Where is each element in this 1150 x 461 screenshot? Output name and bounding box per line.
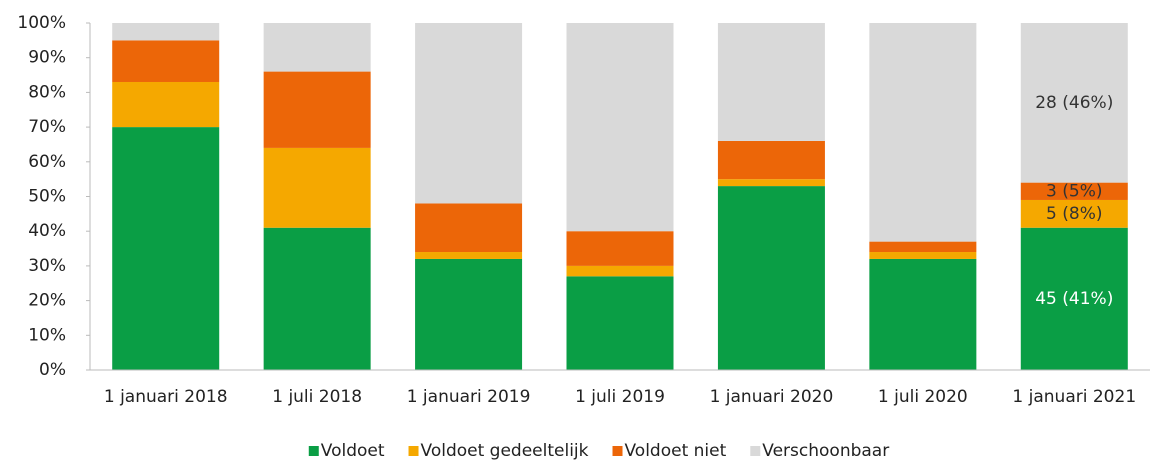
- legend-swatch: [750, 446, 761, 456]
- data-label: 5 (8%): [1046, 204, 1102, 224]
- y-tick-label: 70%: [28, 117, 66, 137]
- bar-segment: [263, 71, 371, 148]
- bar-segment: [112, 81, 220, 128]
- x-tick-label: 1 januari 2020: [710, 387, 834, 407]
- bar-segment: [869, 241, 977, 253]
- x-tick-label: 1 januari 2021: [1012, 387, 1136, 407]
- y-tick-label: 80%: [28, 82, 66, 102]
- x-tick-label: 1 juli 2020: [878, 387, 968, 407]
- bar-segment: [415, 258, 523, 370]
- bar-segment: [263, 147, 371, 228]
- bar-segment: [869, 23, 977, 242]
- legend-label: Voldoet gedeeltelijk: [421, 441, 589, 461]
- data-label: 45 (41%): [1035, 289, 1113, 309]
- legend-swatch: [308, 446, 319, 456]
- bar-segment: [717, 186, 825, 370]
- bar-segment: [566, 23, 674, 232]
- y-tick-label: 50%: [28, 187, 66, 207]
- bar-segment: [717, 140, 825, 180]
- bar-segment: [1020, 199, 1128, 228]
- x-tick-label: 1 juli 2018: [272, 387, 362, 407]
- y-tick-label: 30%: [28, 256, 66, 276]
- data-label: 3 (5%): [1046, 181, 1102, 201]
- x-tick-label: 1 juli 2019: [575, 387, 665, 407]
- bar-segment: [263, 23, 371, 72]
- y-tick-label: 20%: [28, 291, 66, 311]
- bar-segment: [566, 265, 674, 277]
- bar-segment: [112, 127, 220, 370]
- bar-segment: [717, 23, 825, 141]
- bar-segment: [1020, 23, 1128, 183]
- y-tick-label: 40%: [28, 221, 66, 241]
- bar-segment: [869, 258, 977, 370]
- x-tick-label: 1 januari 2018: [104, 387, 228, 407]
- data-label: 28 (46%): [1035, 93, 1113, 113]
- bar-segment: [566, 231, 674, 266]
- bar-segment: [1020, 227, 1128, 370]
- y-tick-label: 60%: [28, 152, 66, 172]
- y-tick-label: 90%: [28, 48, 66, 68]
- bar-segment: [415, 203, 523, 253]
- bar-segment: [112, 40, 220, 82]
- bar-segment: [415, 252, 523, 259]
- bar-segment: [415, 23, 523, 204]
- bar-segment: [566, 276, 674, 370]
- y-tick-label: 100%: [17, 13, 66, 33]
- bar-segment: [263, 227, 371, 370]
- y-tick-label: 0%: [39, 360, 66, 380]
- legend-swatch: [408, 446, 419, 456]
- legend-label: Voldoet niet: [625, 441, 727, 461]
- x-tick-label: 1 januari 2019: [407, 387, 531, 407]
- bar-segment: [1020, 182, 1128, 200]
- legend-label: Verschoonbaar: [762, 441, 889, 461]
- y-tick-label: 10%: [28, 325, 66, 345]
- bar-segment: [717, 179, 825, 187]
- bar-segment: [112, 23, 220, 41]
- legend-swatch: [612, 446, 623, 456]
- legend-label: Voldoet: [321, 441, 385, 461]
- bar-segment: [869, 252, 977, 259]
